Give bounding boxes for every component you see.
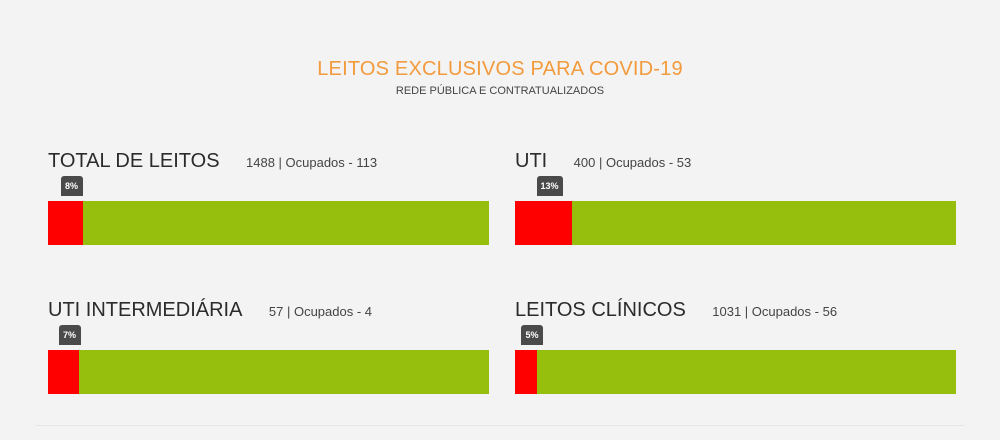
page-header: LEITOS EXCLUSIVOS PARA COVID-19 REDE PÚB…	[0, 56, 1000, 98]
percent-badge: 8%	[60, 176, 83, 196]
panel-header: LEITOS CLÍNICOS 1031 | Ocupados - 56	[515, 299, 837, 322]
panel-header: UTI INTERMEDIÁRIA 57 | Ocupados - 4	[48, 299, 372, 322]
panel-info: 1031 | Ocupados - 56	[712, 304, 838, 319]
available-bar	[48, 201, 489, 245]
available-bar	[515, 350, 956, 394]
percent-badge: 7%	[58, 325, 81, 345]
panel-uti: UTI 400 | Ocupados - 53 13%	[515, 150, 956, 250]
panel-info: 400 | Ocupados - 53	[573, 155, 692, 170]
panel-label: LEITOS CLÍNICOS	[515, 299, 686, 321]
page-subtitle: REDE PÚBLICA E CONTRATUALIZADOS	[395, 85, 605, 97]
occupied-bar	[48, 350, 79, 394]
panel-total-leitos: TOTAL DE LEITOS 1488 | Ocupados - 113 8%	[48, 150, 489, 250]
available-bar	[515, 201, 956, 245]
occupied-bar	[515, 201, 572, 245]
panel-header: TOTAL DE LEITOS 1488 | Ocupados - 113	[48, 150, 377, 173]
panel-label: UTI	[515, 150, 548, 172]
panel-label: TOTAL DE LEITOS	[48, 150, 220, 172]
percent-badge: 13%	[536, 176, 563, 196]
divider	[36, 425, 964, 426]
occupied-bar	[515, 350, 537, 394]
page-title: LEITOS EXCLUSIVOS PARA COVID-19	[317, 58, 683, 80]
available-bar	[48, 350, 489, 394]
panel-uti-intermediaria: UTI INTERMEDIÁRIA 57 | Ocupados - 4 7%	[48, 299, 489, 399]
occupied-bar	[48, 201, 83, 245]
panel-leitos-clinicos: LEITOS CLÍNICOS 1031 | Ocupados - 56 5%	[515, 299, 956, 399]
panel-info: 1488 | Ocupados - 113	[246, 155, 378, 170]
panel-info: 57 | Ocupados - 4	[268, 304, 373, 319]
panel-label: UTI INTERMEDIÁRIA	[48, 299, 243, 321]
panel-header: UTI 400 | Ocupados - 53	[515, 150, 691, 173]
percent-badge: 5%	[521, 325, 543, 345]
